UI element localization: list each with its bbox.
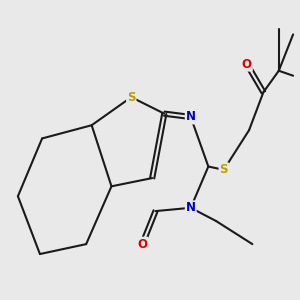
Text: S: S [127, 91, 136, 104]
Text: O: O [137, 238, 147, 250]
Text: S: S [220, 163, 228, 176]
Text: N: N [186, 201, 196, 214]
Text: N: N [186, 110, 196, 124]
Text: O: O [242, 58, 252, 70]
